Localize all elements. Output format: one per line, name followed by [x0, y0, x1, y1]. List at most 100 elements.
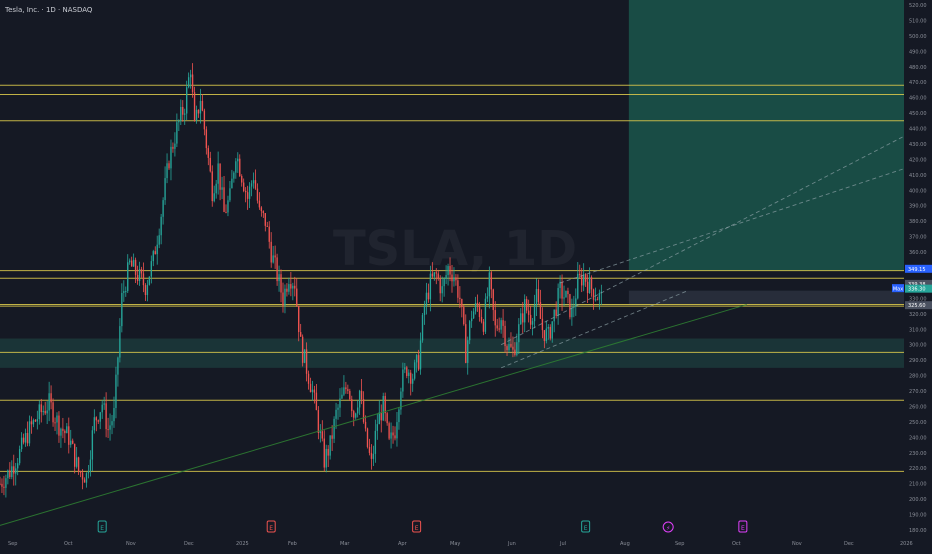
- price-label-box-1: [905, 279, 932, 288]
- candle-body-301: [590, 277, 593, 290]
- y-tick-label-5: 230.00: [909, 451, 927, 457]
- trend-line-1: [500, 135, 905, 346]
- event-label-3: E: [584, 525, 588, 532]
- candle-body-32: [62, 428, 64, 431]
- candle-body-57: [111, 421, 113, 426]
- x-tick-label-13: Oct: [732, 541, 741, 547]
- candle-body-285: [559, 281, 561, 289]
- candle-body-232: [455, 277, 457, 281]
- y-tick-label-12: 300.00: [909, 343, 927, 349]
- candle-body-163: [319, 431, 322, 433]
- candle-body-140: [274, 255, 276, 258]
- candle-body-209: [410, 372, 412, 384]
- candle-body-164: [321, 431, 323, 439]
- trend-lines-layer: [0, 135, 905, 526]
- candle-body-150: [294, 285, 296, 289]
- candle-body-201: [394, 435, 396, 439]
- candle-body-130: [254, 180, 257, 189]
- y-tick-label-25: 430.00: [909, 142, 927, 148]
- candle-body-72: [140, 269, 143, 274]
- x-tick-label-3: Dec: [184, 541, 194, 547]
- candle-body-233: [457, 280, 459, 298]
- event-marker-0[interactable]: E: [97, 520, 107, 533]
- candle-body-185: [362, 399, 365, 422]
- price-axis[interactable]: 180.00 190.00 200.00 210.00 220.00 230.00 240.…: [904, 0, 932, 550]
- candle-body-296: [581, 275, 583, 286]
- candle-body-212: [415, 355, 418, 363]
- candle-body-178: [349, 390, 351, 400]
- event-marker-1[interactable]: E: [266, 520, 276, 533]
- candle-body-294: [577, 273, 579, 299]
- y-tick-label-30: 480.00: [909, 65, 927, 71]
- candle-body-263: [516, 342, 518, 355]
- candle-body-15: [28, 421, 31, 444]
- candle-body-149: [292, 285, 294, 289]
- candle-body-108: [211, 171, 213, 202]
- candle-body-27: [52, 402, 54, 423]
- candle-body-137: [268, 226, 270, 242]
- candle-body-277: [543, 330, 546, 342]
- candle-body-229: [449, 266, 451, 275]
- candle-body-144: [282, 292, 284, 306]
- candle-body-235: [461, 299, 463, 308]
- candle-body-102: [199, 100, 202, 114]
- candle-body-275: [539, 302, 542, 319]
- candle-body-303: [594, 299, 597, 301]
- event-marker-4[interactable]: ⚡: [662, 521, 674, 533]
- candle-body-184: [360, 390, 363, 400]
- candle-body-74: [144, 285, 147, 295]
- candle-body-305: [598, 292, 601, 300]
- candle-body-124: [242, 182, 245, 191]
- candle-body-203: [398, 409, 400, 423]
- time-axis[interactable]: Sep Oct Nov Dec 2025 Feb Mar Apr May Jun Jul Aug Sep…: [8, 541, 913, 547]
- candle-body-126: [246, 192, 249, 199]
- demand-zone: [0, 338, 904, 368]
- candle-body-19: [36, 419, 39, 422]
- candle-body-123: [241, 176, 243, 183]
- events-layer[interactable]: E E E E ⚡ E: [97, 520, 748, 533]
- candle-body-270: [529, 314, 532, 325]
- candle-body-20: [38, 404, 40, 420]
- candle-body-75: [146, 284, 149, 295]
- candle-body-61: [119, 326, 121, 358]
- candle-body-228: [447, 266, 449, 276]
- event-marker-5[interactable]: E: [738, 520, 748, 533]
- candle-body-286: [561, 281, 563, 299]
- x-tick-label-12: Sep: [675, 541, 684, 547]
- x-tick-label-5: Feb: [288, 541, 297, 547]
- candle-body-89: [174, 143, 176, 149]
- chart-title: Tesla, Inc. · 1D · NASDAQ: [4, 6, 93, 14]
- candle-body-267: [524, 299, 526, 323]
- candle-body-109: [213, 193, 215, 202]
- candle-body-111: [217, 163, 219, 184]
- candle-body-166: [325, 448, 327, 468]
- event-label-5: E: [741, 525, 745, 532]
- zones-layer: [0, 0, 904, 368]
- candle-body-134: [262, 211, 265, 214]
- candle-body-132: [258, 200, 261, 208]
- candle-body-180: [353, 411, 355, 418]
- y-tick-label-21: 390.00: [909, 204, 927, 210]
- event-marker-2[interactable]: E: [412, 520, 422, 533]
- candle-body-136: [266, 225, 268, 227]
- candle-body-25: [48, 393, 50, 411]
- x-tick-label-6: Mar: [340, 541, 350, 547]
- candle-body-114: [223, 187, 225, 212]
- y-tick-label-28: 460.00: [909, 96, 927, 102]
- candle-body-143: [280, 274, 282, 293]
- y-tick-label-23: 410.00: [909, 173, 927, 179]
- price-label-text-2: 336.30: [908, 287, 926, 293]
- candle-body-223: [437, 273, 439, 279]
- candle-body-246: [482, 321, 485, 332]
- candle-body-79: [154, 251, 156, 255]
- event-marker-3[interactable]: E: [581, 520, 591, 533]
- candle-body-98: [191, 74, 194, 93]
- target-zone: [628, 0, 904, 271]
- candle-body-110: [215, 183, 217, 194]
- candle-body-16: [30, 421, 33, 425]
- candle-body-40: [77, 457, 80, 472]
- candle-body-33: [64, 430, 66, 434]
